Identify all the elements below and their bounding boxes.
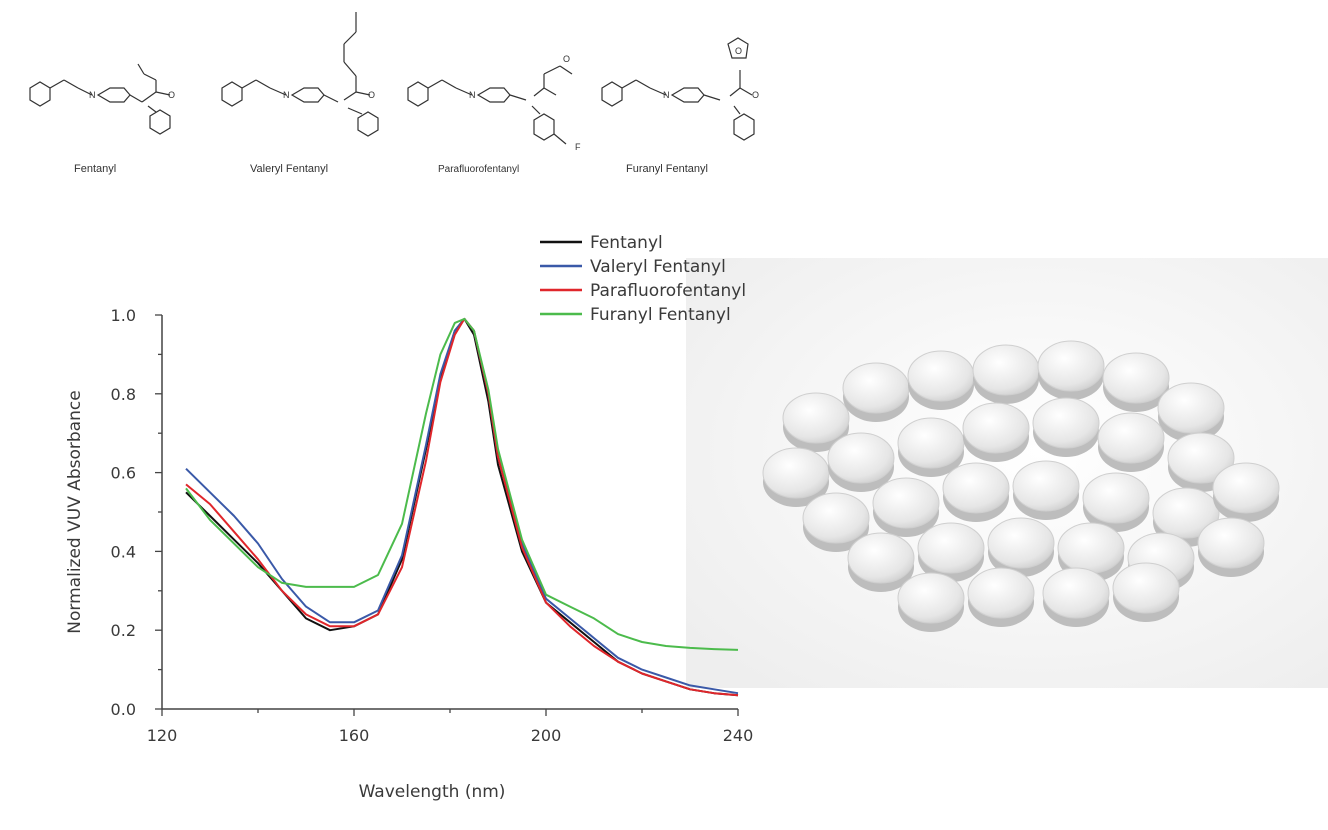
pill	[782, 392, 850, 444]
pill	[1057, 522, 1125, 574]
pill	[972, 344, 1040, 396]
pill	[872, 477, 940, 529]
pill	[1112, 562, 1180, 614]
pill	[907, 350, 975, 402]
x-tick-label: 200	[531, 726, 562, 745]
pill	[897, 417, 965, 469]
pill	[802, 492, 870, 544]
y-tick-label: 0.0	[111, 700, 136, 719]
series-lines	[185, 317, 739, 697]
x-tick-label: 160	[339, 726, 370, 745]
atom-n: N	[469, 90, 476, 100]
pill	[1012, 460, 1080, 512]
series-line-fentanyl	[185, 317, 739, 697]
structure-label: Parafluorofentanyl	[438, 164, 519, 175]
y-tick-label: 0.4	[111, 542, 136, 561]
chart-legend: Fentanyl Valeryl Fentanyl Parafluorofentan…	[540, 233, 746, 325]
pill	[942, 462, 1010, 514]
legend-label: Parafluorofentanyl	[590, 281, 746, 301]
pill	[917, 522, 985, 574]
y-tick-label: 0.8	[111, 385, 136, 404]
pill	[842, 362, 910, 414]
series-line-parafluorofentanyl	[185, 317, 739, 697]
atom-o: O	[368, 90, 375, 100]
series-line-furanyl-fentanyl	[185, 317, 739, 651]
atom-n: N	[89, 90, 96, 100]
structure-label: Furanyl Fentanyl	[626, 163, 708, 175]
y-tick-label: 1.0	[111, 306, 136, 325]
atom-o: O	[168, 90, 175, 100]
structure-label: Valeryl Fentanyl	[250, 163, 328, 175]
atom-n: N	[663, 90, 670, 100]
pill	[1082, 472, 1150, 524]
x-axis-title: Wavelength (nm)	[359, 782, 506, 802]
pill	[1167, 432, 1235, 484]
pill	[1032, 397, 1100, 449]
legend-label: Furanyl Fentanyl	[590, 305, 731, 325]
pill	[1157, 382, 1225, 434]
atom-o: O	[563, 54, 570, 64]
pill	[1212, 462, 1280, 514]
series-line-valeryl-fentanyl	[185, 317, 739, 695]
pills-photo	[686, 258, 1328, 688]
legend-label: Valeryl Fentanyl	[590, 257, 726, 277]
pill	[1102, 352, 1170, 404]
pill	[1197, 517, 1265, 569]
pill	[1042, 567, 1110, 619]
y-tick-label: 0.6	[111, 464, 136, 483]
pill	[962, 402, 1030, 454]
x-tick-label: 240	[723, 726, 754, 745]
chart-axes: 120 160 200 240 0.0 0.2 0.4 0.6 0.8 1.0	[111, 306, 754, 745]
pill	[897, 572, 965, 624]
pill	[967, 567, 1035, 619]
structure-label: Fentanyl	[74, 163, 116, 175]
pill	[987, 517, 1055, 569]
x-tick-label: 120	[147, 726, 178, 745]
pill	[847, 532, 915, 584]
valeryl-fentanyl-structure	[221, 12, 379, 137]
pill	[1152, 487, 1220, 539]
chemical-structures: N O N O N O F N O O Fentanyl Valeryl Fen…	[29, 12, 759, 175]
pill	[1037, 340, 1105, 392]
atom-n: N	[283, 90, 290, 100]
legend-label: Fentanyl	[590, 233, 663, 253]
vuv-absorbance-chart: 120 160 200 240 0.0 0.2 0.4 0.6 0.8 1.0 Fentanyl V…	[65, 233, 754, 802]
parafluorofentanyl-structure	[407, 65, 573, 145]
pill	[1097, 412, 1165, 464]
y-tick-label: 0.2	[111, 621, 136, 640]
fentanyl-structure	[29, 63, 171, 135]
furanyl-fentanyl-structure	[601, 37, 755, 141]
atom-o: O	[752, 90, 759, 100]
pill	[827, 432, 895, 484]
atom-o: O	[735, 46, 742, 56]
atom-f: F	[575, 142, 581, 152]
y-axis-title: Normalized VUV Absorbance	[65, 390, 85, 633]
